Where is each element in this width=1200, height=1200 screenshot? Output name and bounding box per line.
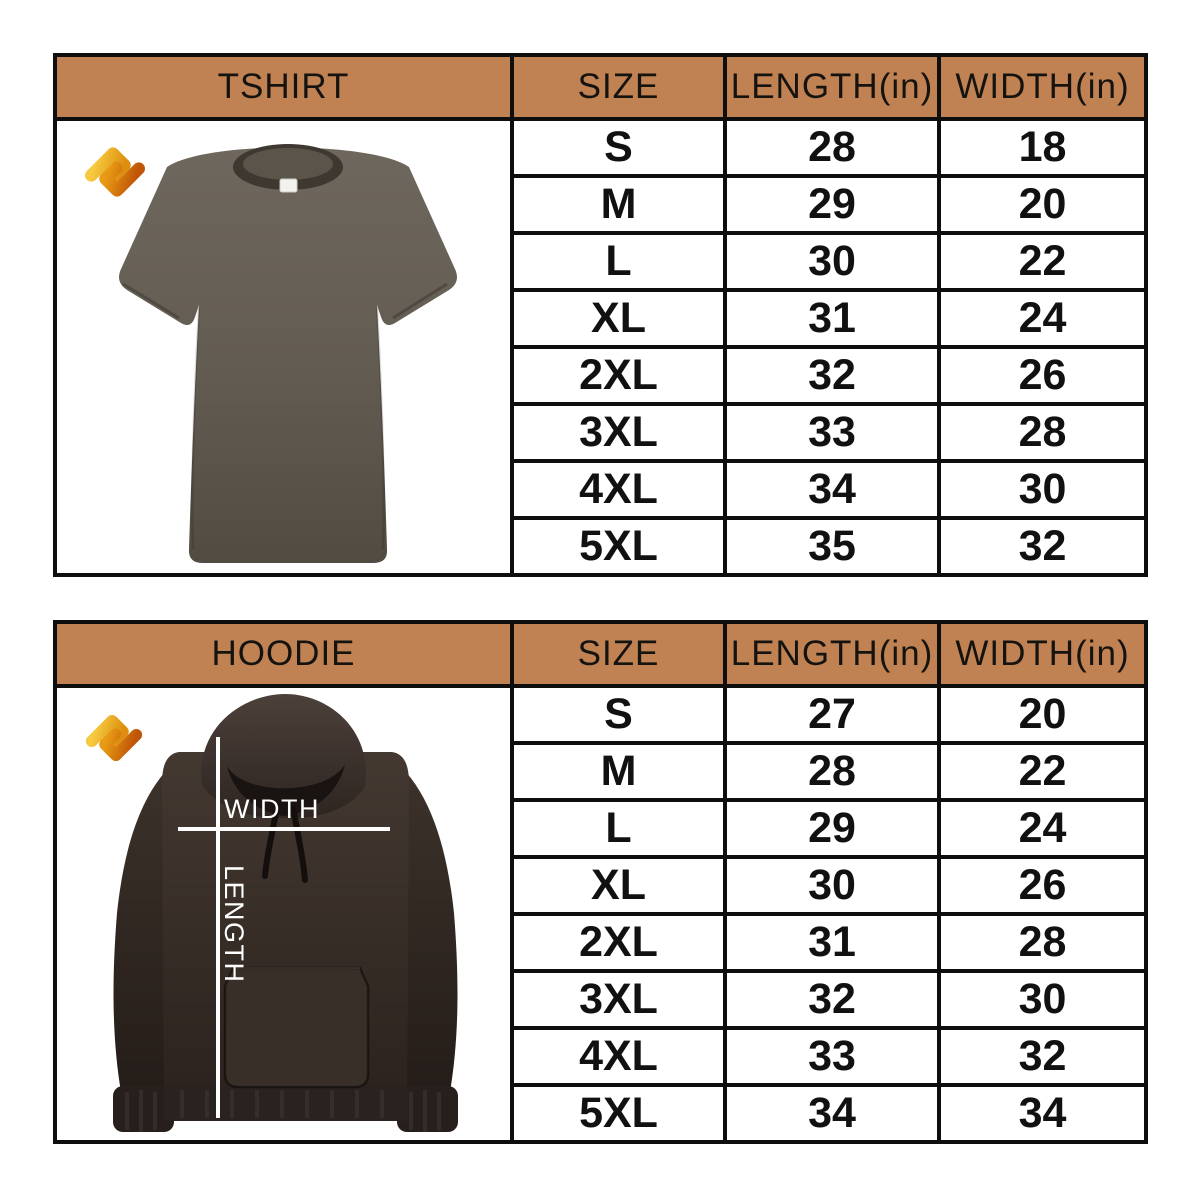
hoodie-col-header-width: WIDTH(in) [941,624,1144,684]
tshirt-col-header-size: SIZE [514,57,723,117]
tshirt-width-cell: 30 [941,463,1144,516]
tshirt-table-title: TSHIRT [57,57,510,117]
tshirt-width-cell: 20 [941,178,1144,231]
hoodie-width-cell: 20 [941,688,1144,741]
hoodie-size-table: HOODIE SIZE LENGTH(in) WIDTH(in) [53,620,1148,1144]
hoodie-width-cell: 30 [941,973,1144,1026]
hoodie-width-cell: 28 [941,916,1144,969]
width-label: WIDTH [224,794,320,824]
hoodie-photo-cell: WIDTH LENGTH [57,688,510,1140]
tshirt-size-cell: 4XL [514,463,723,516]
hoodie-length-cell: 30 [727,859,937,912]
tshirt-length-cell: 28 [727,121,937,174]
tshirt-length-cell: 29 [727,178,937,231]
tshirt-size-cell: 3XL [514,406,723,459]
hoodie-length-cell: 31 [727,916,937,969]
hoodie-width-cell: 24 [941,802,1144,855]
tshirt-width-cell: 24 [941,292,1144,345]
tshirt-size-cell: 2XL [514,349,723,402]
tshirt-width-cell: 28 [941,406,1144,459]
tshirt-size-table: TSHIRT SIZE LENGTH(in) WIDTH(in) [53,53,1148,577]
hoodie-width-cell: 32 [941,1030,1144,1083]
tshirt-length-cell: 31 [727,292,937,345]
tshirt-photo-cell [57,121,510,573]
hoodie-size-cell: XL [514,859,723,912]
tshirt-length-cell: 34 [727,463,937,516]
hoodie-width-cell: 22 [941,745,1144,798]
hoodie-size-cell: L [514,802,723,855]
hoodie-size-cell: 2XL [514,916,723,969]
hoodie-size-cell: 5XL [514,1087,723,1140]
tshirt-size-cell: S [514,121,723,174]
tshirt-length-cell: 32 [727,349,937,402]
length-label: LENGTH [219,865,249,984]
tshirt-width-cell: 22 [941,235,1144,288]
brand-logo-icon [85,147,145,197]
hoodie-size-cell: 4XL [514,1030,723,1083]
hoodie-length-cell: 32 [727,973,937,1026]
tshirt-width-cell: 26 [941,349,1144,402]
tshirt-size-cell: XL [514,292,723,345]
tshirt-length-cell: 33 [727,406,937,459]
hoodie-length-cell: 28 [727,745,937,798]
tshirt-col-header-width: WIDTH(in) [941,57,1144,117]
hoodie-size-cell: M [514,745,723,798]
hoodie-table-title: HOODIE [57,624,510,684]
tshirt-width-cell: 32 [941,520,1144,573]
tshirt-image [119,144,457,563]
tshirt-width-cell: 18 [941,121,1144,174]
tshirt-size-cell: M [514,178,723,231]
hoodie-image: WIDTH LENGTH [113,694,458,1132]
tshirt-length-cell: 30 [727,235,937,288]
hoodie-length-cell: 27 [727,688,937,741]
hoodie-size-cell: 3XL [514,973,723,1026]
hoodie-col-header-size: SIZE [514,624,723,684]
hoodie-size-cell: S [514,688,723,741]
hoodie-width-cell: 34 [941,1087,1144,1140]
hoodie-length-cell: 29 [727,802,937,855]
hoodie-length-cell: 33 [727,1030,937,1083]
tshirt-length-cell: 35 [727,520,937,573]
tshirt-size-cell: 5XL [514,520,723,573]
tshirt-size-cell: L [514,235,723,288]
tshirt-col-header-length: LENGTH(in) [727,57,937,117]
hoodie-length-cell: 34 [727,1087,937,1140]
hoodie-col-header-length: LENGTH(in) [727,624,937,684]
hoodie-width-cell: 26 [941,859,1144,912]
brand-logo-icon [85,714,143,762]
